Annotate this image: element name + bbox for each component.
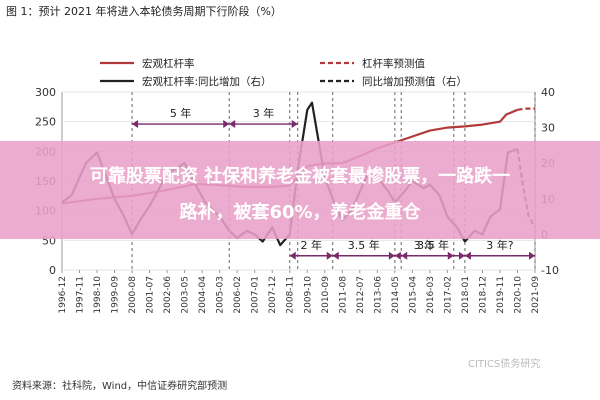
x-tick-label: 1997-11 xyxy=(76,276,86,314)
x-tick-label: 2008-11 xyxy=(286,276,296,314)
cycle-arrowhead-left xyxy=(229,120,236,129)
x-tick-label: 1998-10 xyxy=(93,276,103,314)
cycle-label: 2 年 xyxy=(300,238,322,252)
cycle-label: 3 年 xyxy=(253,106,275,120)
x-tick-label: 2018-01 xyxy=(461,276,471,314)
watermark: CITICS债务研究 xyxy=(468,359,541,370)
x-tick-label: 2001-07 xyxy=(146,276,156,314)
x-tick-label: 2000-08 xyxy=(128,276,138,314)
cycle-arrowhead-left xyxy=(289,251,296,260)
x-tick-label: 2006-02 xyxy=(233,276,243,314)
cycle-arrowhead-left xyxy=(332,251,339,260)
legend-label: 宏观杠杆率 xyxy=(142,57,195,70)
cycle-arrowhead-right xyxy=(223,120,230,129)
y-right-tick-label: 40 xyxy=(541,86,555,99)
y-left-tick-label: 0 xyxy=(49,264,56,277)
promo-overlay-band xyxy=(0,141,600,239)
y-right-tick-label: -10 xyxy=(541,264,559,277)
legend-label: 同比增加预测值（右） xyxy=(362,75,467,88)
source-note: 资料来源：社科院，Wind，中信证券研究部预测 xyxy=(12,381,228,392)
x-tick-label: 2007-01 xyxy=(251,276,261,314)
x-tick-label: 2007-12 xyxy=(268,276,278,314)
series-line-leverage-forecast xyxy=(517,107,535,111)
cycle-label: 5 年 xyxy=(170,106,192,120)
x-tick-label: 2005-03 xyxy=(216,276,226,314)
x-tick-label: 2017-02 xyxy=(443,276,453,314)
y-left-tick-label: 300 xyxy=(35,86,56,99)
x-tick-label: 2004-04 xyxy=(198,276,208,314)
cycle-arrowhead-left xyxy=(394,251,401,260)
cycle-arrowhead-right xyxy=(458,251,465,260)
legend-label: 杠杆率预测值 xyxy=(362,57,425,70)
promo-overlay-line-2: 路补，被套60%，养老金重仓 xyxy=(179,202,421,223)
cycle-arrowhead-right xyxy=(291,120,298,129)
cycle-arrowhead-left xyxy=(464,251,471,260)
x-tick-label: 2013-06 xyxy=(373,276,383,314)
y-left-tick-label: 250 xyxy=(35,116,56,129)
promo-overlay-line-1: 可靠股票配资 社保和养老金被套最惨股票，一路跌一 xyxy=(89,166,511,187)
x-tick-label: 1999-09 xyxy=(111,276,121,314)
x-tick-label: 2021-09 xyxy=(531,276,541,314)
x-tick-label: 2019-11 xyxy=(496,276,506,314)
legend-label: 宏观杠杆率:同比增加（右） xyxy=(142,75,272,88)
cycle-arrowhead-left xyxy=(401,251,408,260)
cycle-arrowhead-right xyxy=(388,251,395,260)
x-tick-label: 2015-04 xyxy=(408,276,418,314)
x-tick-label: 2018-12 xyxy=(478,276,488,314)
x-tick-label: 2012-07 xyxy=(356,276,366,314)
x-tick-label: 2016-03 xyxy=(426,276,436,314)
cycle-label: 3 年? xyxy=(486,238,513,252)
cycle-label: 3 年 xyxy=(414,238,436,252)
x-tick-label: 2002-06 xyxy=(163,276,173,314)
x-tick-label: 1996-12 xyxy=(58,276,68,314)
x-tick-label: 2009-10 xyxy=(303,276,313,314)
cycle-label: 3.5 年 xyxy=(348,238,380,252)
x-tick-label: 2010-09 xyxy=(321,276,331,314)
figure-title: 图 1：预计 2021 年将进入本轮债务周期下行阶段（%） xyxy=(6,5,282,18)
cycle-label: 3.5 年 xyxy=(417,238,449,252)
y-right-tick-label: 30 xyxy=(541,122,555,135)
x-tick-label: 2014-05 xyxy=(391,276,401,314)
cycle-arrowhead-right xyxy=(326,251,333,260)
cycle-arrowhead-left xyxy=(132,120,139,129)
x-tick-label: 2003-05 xyxy=(181,276,191,314)
x-tick-label: 2020-10 xyxy=(513,276,523,314)
x-tick-label: 2011-08 xyxy=(338,276,348,314)
cycle-arrowhead-right xyxy=(529,251,535,260)
